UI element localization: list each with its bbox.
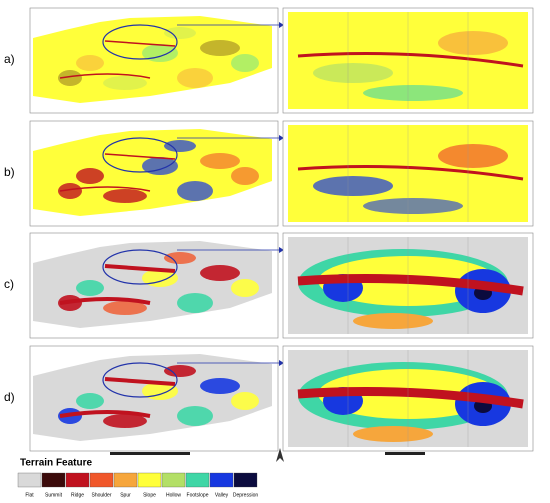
legend-label: Spur: [120, 492, 131, 498]
arrow-head: [279, 135, 284, 141]
zoom-patch: [363, 85, 463, 101]
map-patch: [200, 40, 240, 56]
arrow-head: [279, 22, 284, 28]
map-patch: [103, 76, 147, 90]
map-patch: [76, 55, 104, 71]
legend-swatch: [65, 472, 90, 488]
map-patch: [200, 378, 240, 394]
focus-ellipse: [102, 137, 178, 173]
legend-label: Valley: [215, 492, 229, 498]
map-patch: [142, 269, 178, 287]
zoom-ridge: [297, 52, 524, 68]
map-patch: [76, 393, 104, 409]
zoom-ridge: [297, 165, 524, 181]
focus-ellipse: [102, 24, 178, 60]
panel-label: b): [4, 165, 15, 179]
zoom-ridge: [297, 387, 524, 409]
map-patch: [164, 27, 196, 39]
map-patch: [76, 168, 104, 184]
arrow-head: [279, 360, 284, 366]
legend-label: Footslope: [187, 492, 209, 498]
ridge-line: [59, 73, 151, 79]
arrow-head: [279, 247, 284, 253]
map-patch: [164, 140, 196, 152]
map-patch: [142, 382, 178, 400]
ridge-line: [59, 297, 151, 305]
map-patch: [177, 181, 213, 201]
map-patch: [231, 392, 259, 410]
map-patch: [231, 167, 259, 185]
zoom-patch: [353, 426, 433, 442]
map-patch: [142, 44, 178, 62]
legend-label: Hollow: [166, 492, 181, 498]
legend-swatch: [161, 472, 186, 488]
focus-ellipse: [102, 362, 178, 398]
legend-swatch: [17, 472, 42, 488]
zoom-patch: [363, 198, 463, 214]
zoom-patch: [313, 176, 393, 196]
legend-label: Summit: [45, 492, 63, 498]
map-patch: [200, 265, 240, 281]
map-patch: [103, 301, 147, 315]
ridge-line: [59, 186, 151, 192]
map-patch: [58, 183, 82, 199]
ridge-line: [104, 377, 176, 386]
legend-swatch: [233, 472, 258, 488]
legend-label: Ridge: [71, 492, 84, 498]
map-patch: [164, 365, 196, 377]
map-patch: [164, 252, 196, 264]
map-patch: [200, 153, 240, 169]
map-extent: [33, 16, 272, 103]
zoom-patch: [438, 144, 508, 168]
map-patch: [103, 414, 147, 428]
legend-label: Depression: [233, 492, 259, 498]
ridge-line: [104, 40, 176, 47]
panel-label: c): [4, 277, 14, 291]
legend-label: Shoulder: [91, 492, 111, 498]
legend-swatch: [209, 472, 234, 488]
focus-ellipse: [102, 249, 178, 285]
map-patch: [58, 70, 82, 86]
legend-label: Slope: [143, 492, 156, 498]
ridge-line: [104, 264, 176, 273]
map-patch: [103, 189, 147, 203]
legend-label: Flat: [25, 492, 34, 498]
map-patch: [177, 293, 213, 313]
panel-label: d): [4, 390, 15, 404]
panel-label: a): [4, 52, 15, 66]
legend-swatch: [113, 472, 138, 488]
map-patch: [142, 157, 178, 175]
zoom-ridge: [297, 274, 524, 296]
legend-swatch: [185, 472, 210, 488]
ridge-line: [59, 410, 151, 418]
legend-swatch: [89, 472, 114, 488]
map-patch: [177, 406, 213, 426]
north-arrow: [276, 448, 284, 462]
map-patch: [231, 279, 259, 297]
scale-bar: [385, 452, 425, 455]
legend-title: Terrain Feature: [20, 458, 92, 469]
scale-bar: [110, 452, 190, 455]
zoom-patch: [353, 313, 433, 329]
zoom-patch: [438, 31, 508, 55]
zoom-patch: [313, 63, 393, 83]
legend-swatch: [137, 472, 162, 488]
map-patch: [76, 280, 104, 296]
map-patch: [231, 54, 259, 72]
ridge-line: [104, 153, 176, 160]
legend-swatch: [41, 472, 66, 488]
map-patch: [177, 68, 213, 88]
